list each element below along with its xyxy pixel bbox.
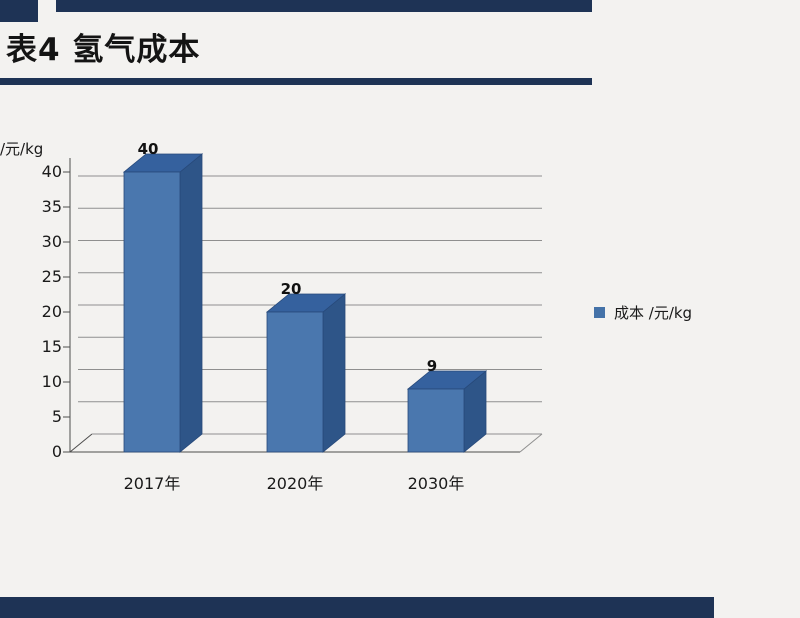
x-category-label: 2017年 [123,474,181,493]
bar-2020年 [266,311,324,453]
bar-value-label: 20 [280,280,302,298]
y-tick-label: 5 [51,407,62,426]
x-category-label: 2020年 [266,474,324,493]
legend-label: 成本 /元/kg [614,304,693,322]
top-left-accent-block [0,0,38,22]
bottom-accent-strip [0,597,714,618]
bar-value-label: 40 [137,140,159,158]
page-title: 表4 氢气成本 [6,32,201,68]
bar-value-label: 9 [426,357,438,375]
bar-2030年 [407,388,465,453]
bar-side-face [322,293,346,453]
y-tick-label: 35 [41,197,62,216]
bar-side-face [179,153,203,453]
y-tick-label: 40 [41,162,62,181]
legend-marker-icon [594,307,605,318]
y-tick-label: 15 [41,337,62,356]
top-accent-strip [56,0,592,12]
y-axis-unit-label: /元/kg [0,140,44,158]
bar-2017年 [123,171,181,453]
floor-left-edge [69,433,93,453]
floor-right-edge [519,433,543,453]
y-tick-label: 10 [41,372,62,391]
y-tick-label: 20 [41,302,62,321]
y-tick-label: 0 [51,442,62,461]
y-tick-label: 30 [41,232,62,251]
chart-legend: 成本 /元/kg [594,302,692,323]
x-category-label: 2030年 [407,474,465,493]
title-underline [0,78,592,85]
y-tick-label: 25 [41,267,62,286]
